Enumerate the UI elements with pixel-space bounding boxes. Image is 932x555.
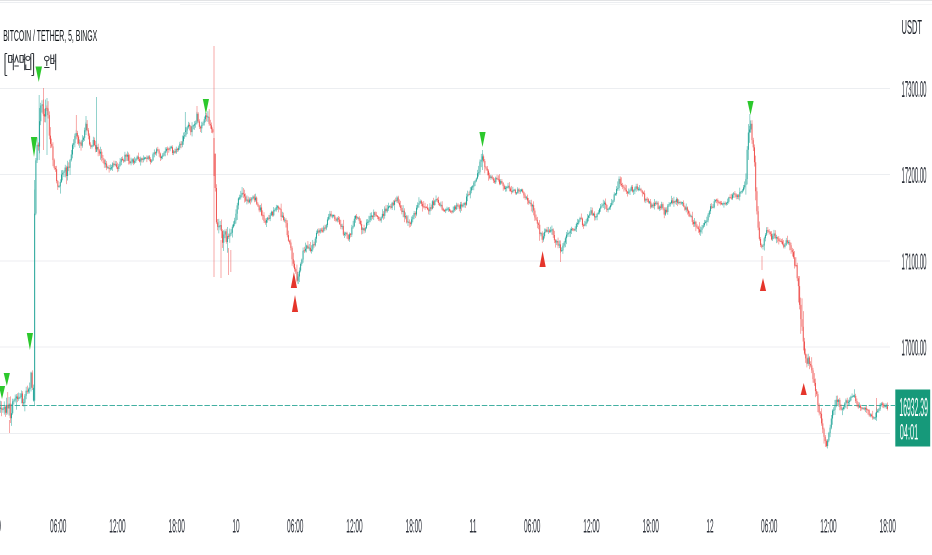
- svg-text:18:00: 18:00: [406, 517, 422, 538]
- svg-text:17000.00: 17000.00: [902, 334, 927, 360]
- svg-text:12:00: 12:00: [346, 517, 362, 538]
- svg-text:06:00: 06:00: [761, 517, 777, 538]
- svg-text:12:00: 12:00: [109, 517, 125, 538]
- svg-text:9: 9: [0, 517, 1, 538]
- svg-text:17300.00: 17300.00: [902, 76, 927, 102]
- svg-text:10: 10: [232, 517, 239, 538]
- svg-text:16932.39: 16932.39: [899, 394, 928, 422]
- svg-text:USDT: USDT: [902, 16, 923, 39]
- svg-text:12:00: 12:00: [820, 517, 836, 538]
- svg-text:18:00: 18:00: [643, 517, 659, 538]
- svg-text:06:00: 06:00: [524, 517, 540, 538]
- svg-text:17200.00: 17200.00: [902, 162, 927, 188]
- svg-text:11: 11: [469, 517, 476, 538]
- svg-text:12: 12: [706, 517, 713, 538]
- svg-text:04:01: 04:01: [900, 420, 918, 445]
- svg-text:06:00: 06:00: [50, 517, 66, 538]
- svg-text:06:00: 06:00: [287, 517, 303, 538]
- svg-text:BITCOIN / TETHER, 5, BINGX: BITCOIN / TETHER, 5, BINGX: [3, 28, 97, 45]
- svg-text:18:00: 18:00: [880, 517, 896, 538]
- svg-text:18:00: 18:00: [169, 517, 185, 538]
- svg-text:12:00: 12:00: [583, 517, 599, 538]
- svg-text:17100.00: 17100.00: [902, 248, 927, 274]
